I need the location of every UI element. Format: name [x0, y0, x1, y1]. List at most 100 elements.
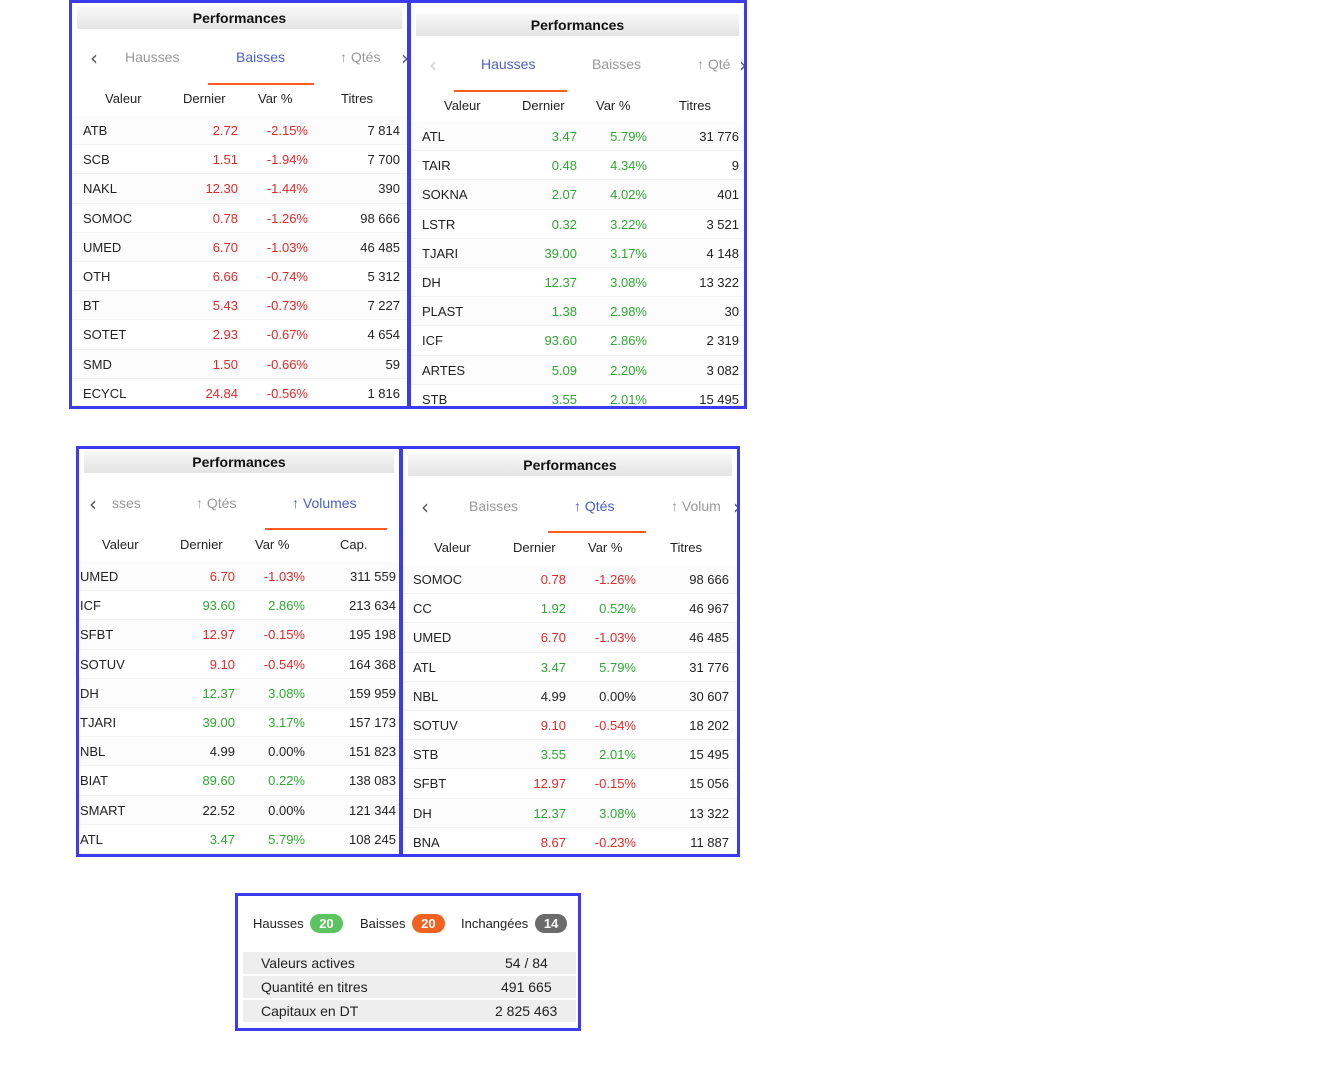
- chevron-right-icon[interactable]: ›: [733, 497, 737, 517]
- table-row[interactable]: DH 12.37 3.08% 13 322: [411, 268, 744, 298]
- table-row[interactable]: ICF 93.60 2.86% 2 319: [411, 326, 744, 356]
- table-row[interactable]: DH 12.37 3.08% 13 322: [403, 798, 737, 828]
- table-row[interactable]: UMED 6.70 -1.03% 311 559: [79, 562, 399, 592]
- chevron-left-icon[interactable]: ‹: [421, 495, 429, 519]
- table-row[interactable]: OTH 6.66 -0.74% 5 312: [72, 262, 407, 292]
- stock-name: DH: [413, 805, 432, 821]
- table-row[interactable]: SOTUV 9.10 -0.54% 164 368: [79, 650, 399, 679]
- col-valeur: Valeur: [102, 537, 139, 552]
- stock-name: SOKNA: [422, 187, 468, 203]
- volume-value: 13 322: [689, 805, 729, 821]
- tab-volumes[interactable]: ↑ Volum: [671, 498, 721, 514]
- table-header: Valeur Dernier Var % Cap.: [79, 537, 399, 557]
- table-row[interactable]: SFBT 12.97 -0.15% 195 198: [79, 620, 399, 650]
- table-row[interactable]: SFBT 12.97 -0.15% 15 056: [403, 769, 737, 799]
- variation: -1.44%: [266, 181, 308, 197]
- volume-value: 46 967: [689, 601, 729, 617]
- table-row[interactable]: UMED 6.70 -1.03% 46 485: [403, 623, 737, 653]
- variation: 0.00%: [268, 744, 305, 760]
- stock-name: SFBT: [413, 776, 447, 792]
- tab-qtes[interactable]: ↑ Qté: [697, 56, 731, 72]
- summary-counts: Hausses 20 Baisses 20 Inchangées 14: [238, 914, 578, 936]
- table-row[interactable]: TAIR 0.48 4.34% 9: [411, 151, 744, 181]
- chevron-left-icon[interactable]: ‹: [429, 53, 437, 77]
- tab-baisses[interactable]: Baisses: [236, 49, 286, 65]
- table-row[interactable]: DH 12.37 3.08% 159 959: [79, 678, 399, 708]
- table-row[interactable]: ECYCL 24.84 -0.56% 1 816: [72, 379, 407, 406]
- panel-title: Performances: [416, 14, 739, 36]
- table-row[interactable]: NAKL 12.30 -1.44% 390: [72, 174, 407, 204]
- variation: -0.56%: [266, 385, 308, 401]
- table-row[interactable]: ATL 3.47 5.79% 31 776: [403, 653, 737, 682]
- variation: 3.22%: [610, 216, 647, 232]
- table-row[interactable]: CC 1.92 0.52% 46 967: [403, 594, 737, 624]
- variation: -1.03%: [266, 239, 308, 255]
- chevron-left-icon[interactable]: ‹: [89, 492, 97, 516]
- tab-bar: ‹ Hausses Baisses ↑ Qté ›: [411, 53, 747, 86]
- stock-name: NAKL: [83, 181, 117, 197]
- last-price: 2.72: [212, 123, 238, 138]
- chevron-right-icon[interactable]: ›: [401, 46, 409, 70]
- variation: -0.74%: [266, 268, 308, 284]
- table-row[interactable]: STB 3.55 2.01% 15 495: [411, 385, 744, 406]
- table-row[interactable]: SMART 22.52 0.00% 121 344: [79, 795, 399, 825]
- stock-name: DH: [80, 685, 99, 701]
- table-row[interactable]: PLAST 1.38 2.98% 30: [411, 297, 744, 327]
- volume-value: 59: [385, 356, 400, 372]
- tab-bar: ‹ Baisses ↑ Qtés ↑ Volum ›: [403, 495, 737, 528]
- volume-value: 390: [378, 181, 400, 197]
- table-row[interactable]: LSTR 0.32 3.22% 3 521: [411, 210, 744, 239]
- volume-value: 31 776: [699, 129, 739, 144]
- stock-name: ICF: [80, 598, 101, 614]
- chevron-right-icon[interactable]: ›: [739, 53, 747, 77]
- table-row[interactable]: ICF 93.60 2.86% 213 634: [79, 591, 399, 621]
- table-row[interactable]: UMED 6.70 -1.03% 46 485: [72, 232, 407, 262]
- tab-baisses[interactable]: Baisses: [469, 498, 519, 514]
- table-row[interactable]: NBL 4.99 0.00% 151 823: [79, 737, 399, 767]
- last-price: 8.67: [540, 834, 566, 850]
- tab-qtes[interactable]: ↑ Qtés: [574, 498, 615, 514]
- table-row[interactable]: ARTES 5.09 2.20% 3 082: [411, 355, 744, 385]
- table-row[interactable]: SOTET 2.93 -0.67% 4 654: [72, 320, 407, 350]
- table-row[interactable]: ATL 3.47 5.79% 108 245: [79, 825, 399, 854]
- table-body: UMED 6.70 -1.03% 311 559 ICF 93.60 2.86% 213 63…: [79, 562, 399, 854]
- table-row[interactable]: TJARI 39.00 3.17% 157 173: [79, 708, 399, 738]
- tab-volumes[interactable]: ↑ Volumes: [292, 495, 357, 511]
- col-valeur: Valeur: [434, 540, 471, 555]
- variation: 0.22%: [268, 773, 305, 789]
- performances-panel-qtes: Performances ‹ Baisses ↑ Qtés ↑ Volum › …: [400, 446, 740, 857]
- tab-baisses[interactable]: sses: [112, 495, 141, 511]
- table-row[interactable]: BIAT 89.60 0.22% 138 083: [79, 766, 399, 796]
- table-row[interactable]: SOTUV 9.10 -0.54% 18 202: [403, 711, 737, 741]
- table-row[interactable]: SOMOC 0.78 -1.26% 98 666: [72, 204, 407, 233]
- stock-name: OTH: [83, 268, 111, 284]
- table-row[interactable]: ATL 3.47 5.79% 31 776: [411, 122, 744, 152]
- table-row[interactable]: STB 3.55 2.01% 15 495: [403, 740, 737, 770]
- table-row[interactable]: SMD 1.50 -0.66% 59: [72, 349, 407, 379]
- last-price: 6.66: [212, 268, 238, 284]
- table-row[interactable]: SOKNA 2.07 4.02% 401: [411, 180, 744, 210]
- table-row[interactable]: BT 5.43 -0.73% 7 227: [72, 291, 407, 321]
- table-row[interactable]: SCB 1.51 -1.94% 7 700: [72, 145, 407, 175]
- chevron-left-icon[interactable]: ‹: [90, 46, 98, 70]
- table-row[interactable]: ATB 2.72 -2.15% 7 814: [72, 116, 407, 146]
- tab-qtes[interactable]: ↑ Qtés: [196, 495, 237, 511]
- stock-name: ATB: [83, 123, 108, 138]
- table-row[interactable]: NBL 4.99 0.00% 30 607: [403, 681, 737, 711]
- variation: -1.26%: [266, 210, 308, 226]
- tab-bar: ‹ sses ↑ Qtés ↑ Volumes: [79, 492, 399, 525]
- tab-qtes[interactable]: ↑ Qtés: [340, 49, 381, 65]
- tab-hausses[interactable]: Hausses: [125, 49, 180, 65]
- table-row[interactable]: SOMOC 0.78 -1.26% 98 666: [403, 565, 737, 595]
- table-row[interactable]: BNA 8.67 -0.23% 11 887: [403, 828, 737, 854]
- tab-hausses[interactable]: Hausses: [481, 56, 536, 72]
- col-var: Var %: [596, 98, 631, 113]
- tab-baisses[interactable]: Baisses: [592, 56, 642, 72]
- volume-value: 11 887: [690, 834, 729, 850]
- volume-value: 30: [724, 304, 739, 320]
- variation: 2.01%: [599, 747, 636, 763]
- table-row[interactable]: TJARI 39.00 3.17% 4 148: [411, 238, 744, 268]
- stock-name: UMED: [413, 630, 452, 646]
- volume-value: 2 319: [706, 333, 739, 349]
- summary-label: Valeurs actives: [261, 955, 355, 971]
